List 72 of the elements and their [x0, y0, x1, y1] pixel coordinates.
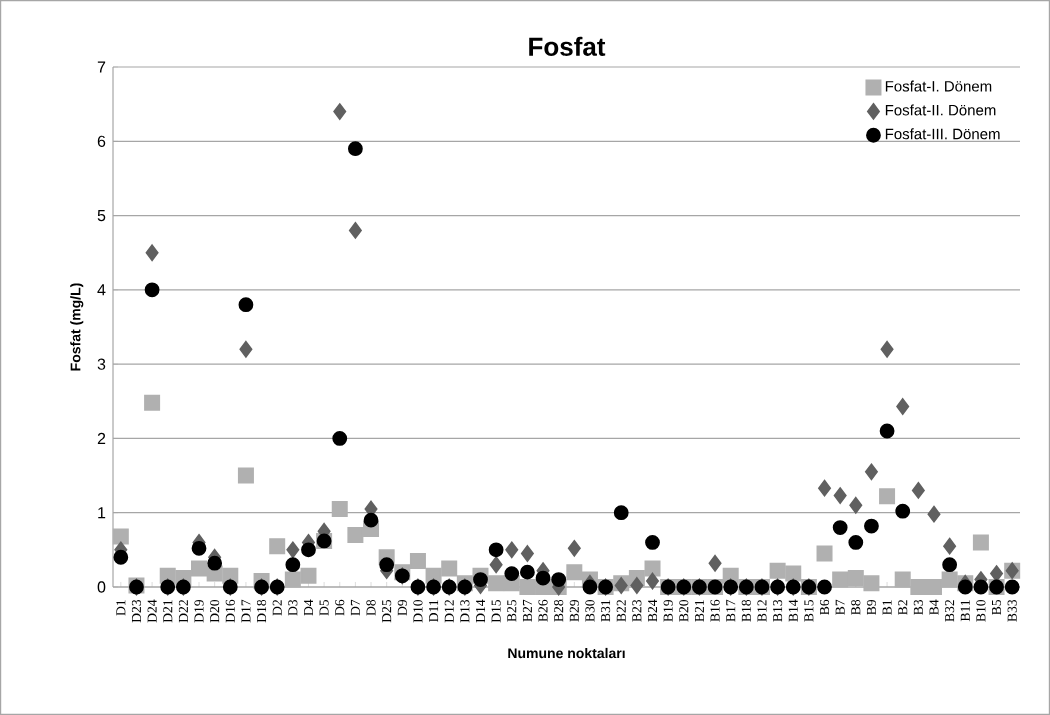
x-axis-title: Numune noktaları: [508, 647, 625, 659]
x-tick-label: D4: [303, 599, 313, 616]
x-tick-label: B32: [945, 600, 955, 622]
y-tick-label: 2: [97, 432, 106, 444]
x-tick-label: B23: [632, 599, 642, 622]
x-tick-label: B30: [585, 599, 595, 622]
x-tick-label: B11: [960, 600, 970, 622]
x-tick-label: D7: [350, 599, 360, 616]
x-tick-label: D5: [319, 599, 329, 616]
x-tick-label: B28: [554, 599, 564, 622]
x-tick-label: B31: [601, 600, 611, 622]
x-tick-label: B19: [663, 599, 673, 622]
x-tick-label: B25: [507, 599, 517, 622]
x-tick-label: D1: [116, 600, 126, 616]
x-tick-label: D9: [397, 599, 407, 616]
x-tick-label: D11: [429, 600, 439, 622]
x-tick-label: B5: [992, 599, 1002, 615]
x-tick-label: D13: [460, 599, 470, 623]
y-tick-label: 3: [97, 358, 106, 370]
x-tick-label: B7: [835, 599, 845, 615]
x-tick-label: D6: [335, 599, 345, 616]
x-tick-label: B33: [1007, 599, 1017, 622]
y-tick-label: 4: [97, 284, 106, 296]
legend-label: Fosfat-III. Dönem: [885, 128, 1000, 140]
x-tick-label: D8: [366, 599, 376, 616]
x-tick-label: D21: [163, 600, 173, 623]
legend-label: Fosfat-II. Dönem: [885, 104, 996, 116]
x-tick-label: B15: [804, 599, 814, 622]
y-tick-label: 1: [98, 507, 106, 519]
x-tick-label: D17: [241, 599, 251, 623]
y-tick-label: 5: [97, 209, 106, 222]
x-tick-label: D15: [491, 599, 501, 623]
x-tick-label: B1: [882, 600, 892, 615]
x-tick-label: D23: [131, 599, 142, 623]
x-tick-label: D20: [210, 599, 220, 623]
x-tick-label: D19: [194, 599, 204, 623]
x-tick-label: B13: [773, 599, 783, 622]
y-tick-label: 7: [97, 61, 106, 73]
x-tick-label: B27: [522, 599, 532, 622]
y-tick-label: 6: [97, 135, 106, 147]
x-tick-label: D3: [288, 599, 298, 616]
x-tick-label: D14: [475, 599, 485, 623]
x-tick-label: D25: [382, 599, 392, 623]
x-tick-label: B9: [866, 599, 876, 615]
chart-title: Fosfat: [529, 36, 606, 56]
x-tick-label: D22: [178, 600, 188, 623]
x-tick-label: B24: [647, 599, 658, 622]
x-tick-label: B22: [616, 600, 626, 622]
x-tick-label: B26: [538, 599, 548, 622]
x-tick-label: B10: [976, 599, 986, 622]
y-tick-label: 0: [97, 581, 106, 593]
x-tick-label: B17: [726, 599, 736, 622]
x-tick-label: B29: [569, 599, 579, 622]
x-tick-label: B18: [741, 599, 751, 622]
x-tick-label: B4: [929, 599, 939, 615]
x-tick-label: B21: [694, 600, 704, 622]
x-tick-label: B8: [851, 599, 861, 615]
x-tick-label: B20: [679, 599, 689, 622]
x-tick-label: D24: [147, 599, 157, 623]
x-tick-label: B6: [819, 599, 830, 615]
x-tick-label: D18: [256, 599, 267, 623]
x-tick-label: D12: [444, 600, 454, 623]
y-axis-title: Fosfat (mg/L): [70, 283, 84, 371]
x-tick-label: B14: [788, 599, 798, 622]
x-tick-label: B2: [898, 600, 908, 615]
x-tick-label: B16: [710, 599, 720, 622]
legend-label: Fosfat-I. Dönem: [885, 80, 992, 92]
x-tick-label: B12: [757, 600, 767, 622]
x-tick-label: D10: [413, 599, 423, 623]
x-tick-label: B3: [913, 599, 923, 615]
x-tick-label: D2: [272, 600, 282, 616]
x-tick-label: D16: [225, 599, 235, 623]
